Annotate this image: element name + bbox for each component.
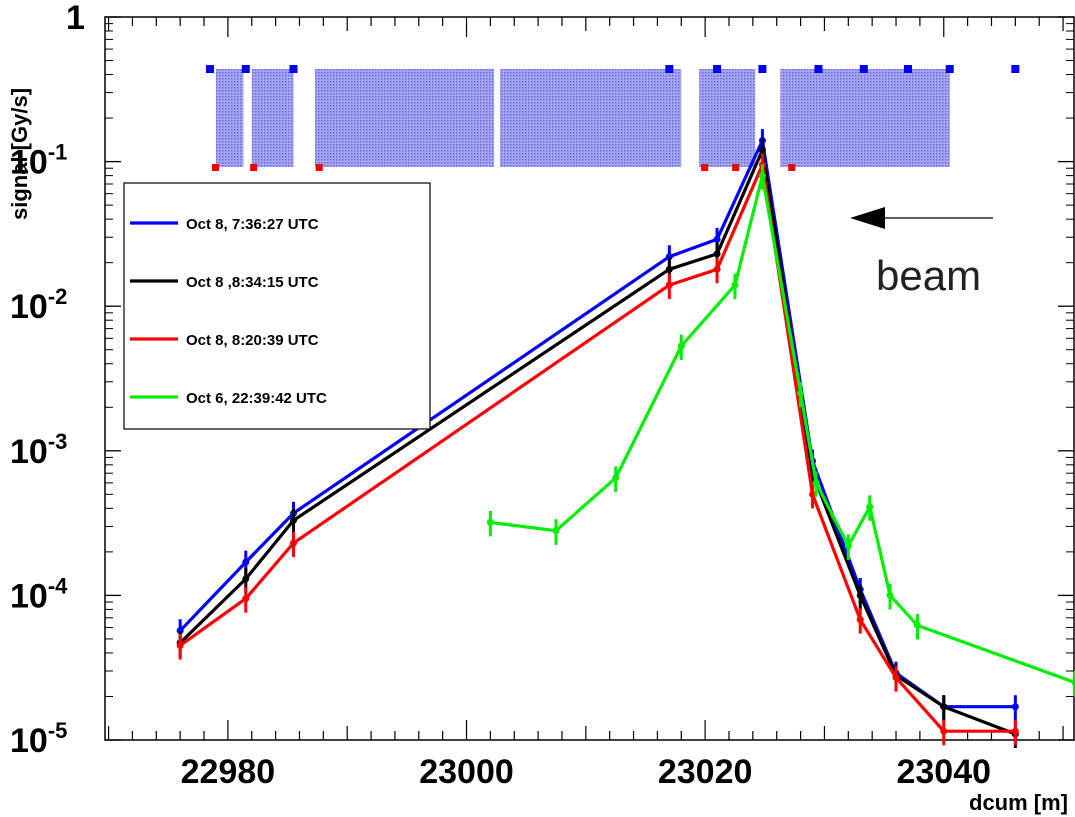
data-point xyxy=(713,265,721,273)
data-point xyxy=(290,516,298,524)
y-axis-label: signal [Gy/s] xyxy=(7,88,32,220)
y-tick-label: 1 xyxy=(66,0,85,37)
blue-monitor-marker xyxy=(814,65,823,73)
data-point xyxy=(1011,703,1019,711)
blue-monitor-marker xyxy=(205,65,214,73)
legend-label: Oct 8, 7:36:27 UTC xyxy=(186,216,319,233)
legend-label: Oct 6, 22:39:42 UTC xyxy=(186,390,327,407)
blue-monitor-marker xyxy=(665,65,674,73)
monitor-marker-layer xyxy=(205,65,1020,171)
data-point xyxy=(812,479,820,487)
data-point xyxy=(713,235,721,243)
legend: Oct 8, 7:36:27 UTC Oct 8 ,8:34:15 UTC Oct … xyxy=(123,182,431,430)
blue-monitor-marker xyxy=(903,65,912,73)
data-point xyxy=(242,595,250,603)
series-line xyxy=(490,174,1075,685)
data-point xyxy=(665,281,673,289)
blue-monitor-marker xyxy=(1011,65,1020,73)
blue-monitor-marker xyxy=(241,65,250,73)
data-point xyxy=(940,703,948,711)
bpm-block-layer xyxy=(215,69,950,167)
data-point xyxy=(176,642,184,650)
data-point xyxy=(665,253,673,261)
x-tick-label: 23000 xyxy=(419,753,514,791)
y-tick-label: 10-5 xyxy=(10,718,67,760)
red-monitor-marker xyxy=(211,164,219,171)
blue-monitor-marker xyxy=(945,65,954,73)
data-point xyxy=(731,281,739,289)
x-tick-label: 22980 xyxy=(181,753,276,791)
y-tick-label: 10-4 xyxy=(10,573,68,615)
data-point xyxy=(940,727,948,735)
beam-arrowhead-icon xyxy=(850,207,885,229)
y-tick-label: 10-3 xyxy=(10,429,67,471)
blue-monitor-marker xyxy=(859,65,868,73)
data-point xyxy=(914,621,922,629)
data-point xyxy=(612,474,620,482)
series-3 xyxy=(486,164,1075,697)
hatched-block xyxy=(699,69,756,167)
y-tick-label: 10-2 xyxy=(10,284,67,326)
data-point xyxy=(176,627,184,635)
red-monitor-marker xyxy=(788,164,796,171)
blue-monitor-marker xyxy=(289,65,298,73)
data-point xyxy=(866,503,874,511)
y-tick-labels: 1 10-1 10-2 10-3 10-4 10-5 xyxy=(10,0,85,760)
data-point xyxy=(758,146,766,154)
red-monitor-marker xyxy=(701,164,709,171)
legend-label: Oct 8, 8:20:39 UTC xyxy=(186,332,319,349)
hatched-block xyxy=(251,69,294,167)
red-monitor-marker xyxy=(315,164,323,171)
data-point xyxy=(856,616,864,624)
blue-monitor-marker xyxy=(758,65,767,73)
data-point xyxy=(886,591,894,599)
x-tick-label: 23040 xyxy=(896,753,991,791)
data-point xyxy=(1011,727,1019,735)
plot-frame xyxy=(104,16,1075,741)
hatched-block xyxy=(499,69,682,167)
data-point xyxy=(242,575,250,583)
data-point xyxy=(1071,678,1075,686)
data-point xyxy=(809,490,817,498)
hatched-block xyxy=(780,69,950,167)
data-point xyxy=(797,389,805,397)
x-tick-labels: 22980 23000 23020 23040 xyxy=(181,753,991,791)
legend-label: Oct 8 ,8:34:15 UTC xyxy=(186,274,319,291)
beam-annotation: beam xyxy=(850,207,993,299)
x-axis-label: dcum [m] xyxy=(969,790,1068,815)
data-point xyxy=(486,518,494,526)
axis-frame xyxy=(104,16,1075,741)
data-point xyxy=(856,591,864,599)
y-tick-label: 10-1 xyxy=(10,140,67,182)
data-point xyxy=(892,674,900,682)
blue-monitor-marker xyxy=(713,65,722,73)
data-point xyxy=(290,539,298,547)
hatched-block xyxy=(314,69,494,167)
data-point xyxy=(844,542,852,550)
beam-label: beam xyxy=(876,252,981,299)
data-point xyxy=(713,250,721,258)
red-monitor-marker xyxy=(250,164,258,171)
data-point xyxy=(758,172,766,180)
x-tick-label: 23020 xyxy=(658,753,753,791)
data-point xyxy=(665,265,673,273)
hatched-block xyxy=(215,69,244,167)
data-point xyxy=(677,342,685,350)
data-point xyxy=(552,527,560,535)
red-monitor-marker xyxy=(732,164,740,171)
series-layer xyxy=(176,129,1075,749)
data-point xyxy=(242,558,250,566)
